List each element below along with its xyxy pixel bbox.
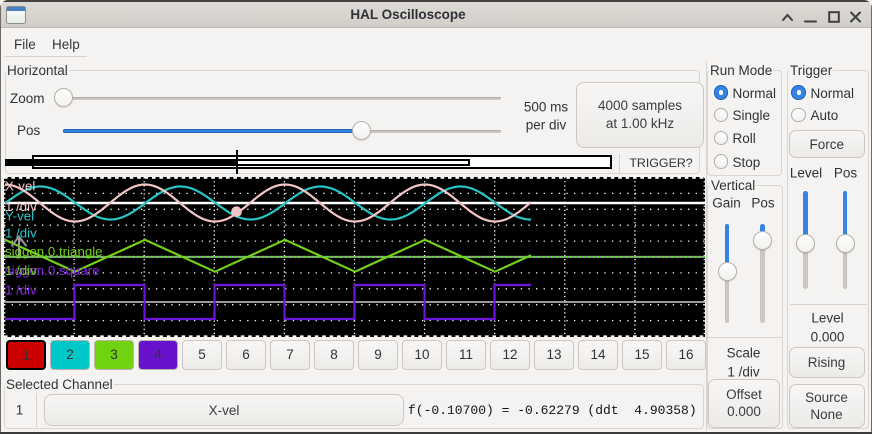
svg-text:1 /div: 1 /div bbox=[5, 263, 37, 278]
svg-text:1 /div: 1 /div bbox=[5, 199, 37, 214]
svg-text:siggen.0.triangle: siggen.0.triangle bbox=[5, 244, 103, 259]
svg-text:1 /div: 1 /div bbox=[5, 282, 37, 297]
svg-text:siggen.0.square: siggen.0.square bbox=[5, 263, 100, 278]
svg-text:Y-vel: Y-vel bbox=[5, 208, 34, 223]
svg-text:X-vel: X-vel bbox=[5, 178, 35, 193]
svg-text:1 /div: 1 /div bbox=[5, 225, 37, 240]
